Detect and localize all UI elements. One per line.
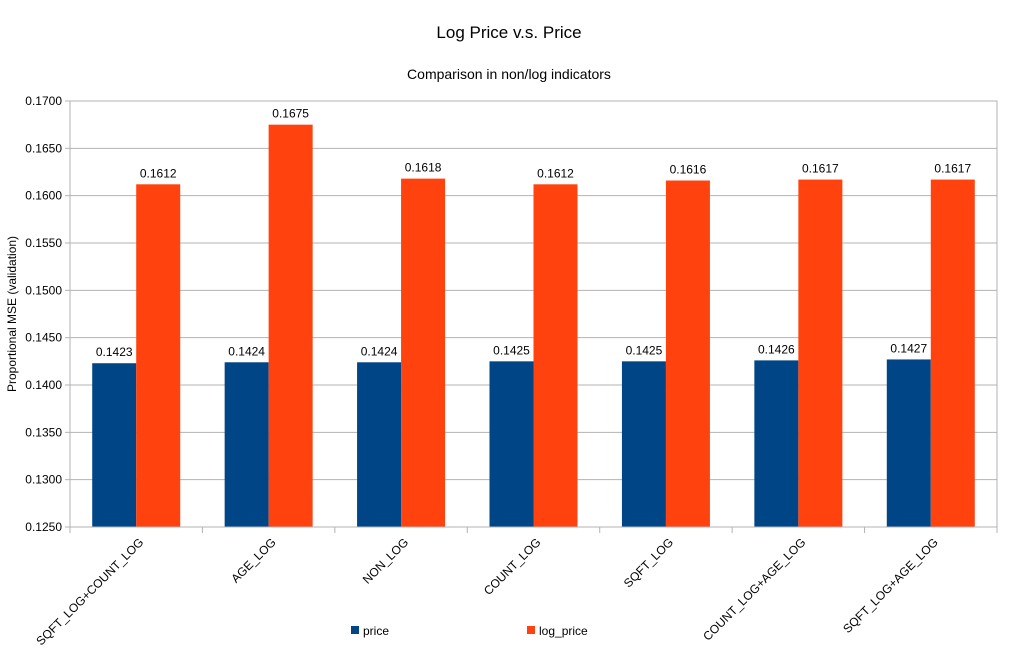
- legend-label: log_price: [539, 624, 588, 638]
- bar-log-price: [533, 184, 578, 527]
- bar-log-price: [136, 184, 181, 527]
- data-label: 0.1618: [405, 161, 442, 175]
- data-label: 0.1425: [626, 343, 663, 357]
- plot-area-border: [69, 100, 998, 528]
- data-label: 0.1424: [228, 344, 265, 358]
- bar-price: [357, 362, 402, 527]
- data-labels: 0.1423 0.1612 0.1424 0.1675 0.1424 0.1618 0.14…: [96, 107, 972, 360]
- y-tick-label: 0.1300: [25, 473, 62, 487]
- data-label: 0.1426: [758, 342, 795, 356]
- legend: price log_price: [351, 624, 588, 638]
- data-label: 0.1427: [890, 341, 927, 355]
- y-tick-label: 0.1400: [25, 378, 62, 392]
- bar-price: [621, 361, 666, 527]
- chart-title: Log Price v.s. Price: [436, 23, 581, 42]
- data-label: 0.1424: [361, 344, 398, 358]
- bar-price: [754, 360, 799, 527]
- y-tick-label: 0.1650: [25, 141, 62, 155]
- data-label: 0.1675: [272, 107, 309, 121]
- bar-price: [92, 363, 137, 527]
- bar-price: [224, 362, 269, 527]
- bar-log-price: [665, 180, 710, 527]
- y-tick-label: 0.1600: [25, 189, 62, 203]
- bar-log-price: [798, 179, 843, 527]
- plot-frame: [69, 100, 998, 528]
- data-label: 0.1612: [537, 166, 574, 180]
- y-tick-label: 0.1450: [25, 331, 62, 345]
- data-label: 0.1425: [493, 343, 530, 357]
- chart-subtitle: Comparison in non/log indicators: [407, 66, 611, 82]
- data-label: 0.1612: [140, 166, 177, 180]
- data-label: 0.1616: [670, 163, 707, 177]
- bar-price: [489, 361, 534, 527]
- data-label: 0.1617: [934, 162, 971, 176]
- legend-label: price: [363, 624, 389, 638]
- bars: [92, 124, 975, 528]
- y-axis-ticks: 0.1250 0.1300 0.1350 0.1400 0.1450 0.1500 0.15…: [25, 94, 70, 534]
- y-tick-label: 0.1350: [25, 425, 62, 439]
- y-tick-label: 0.1700: [25, 94, 62, 108]
- bar-price: [886, 359, 931, 527]
- legend-swatch: [527, 626, 535, 634]
- data-label: 0.1617: [802, 162, 839, 176]
- data-label: 0.1423: [96, 345, 133, 359]
- legend-swatch: [351, 626, 359, 634]
- y-tick-label: 0.1500: [25, 283, 62, 297]
- bar-log-price: [930, 179, 975, 527]
- y-axis-label: Proportional MSE (validation): [5, 236, 19, 392]
- bar-log-price: [268, 124, 313, 528]
- y-tick-label: 0.1250: [25, 520, 62, 534]
- bar-log-price: [401, 178, 446, 528]
- y-tick-label: 0.1550: [25, 236, 62, 250]
